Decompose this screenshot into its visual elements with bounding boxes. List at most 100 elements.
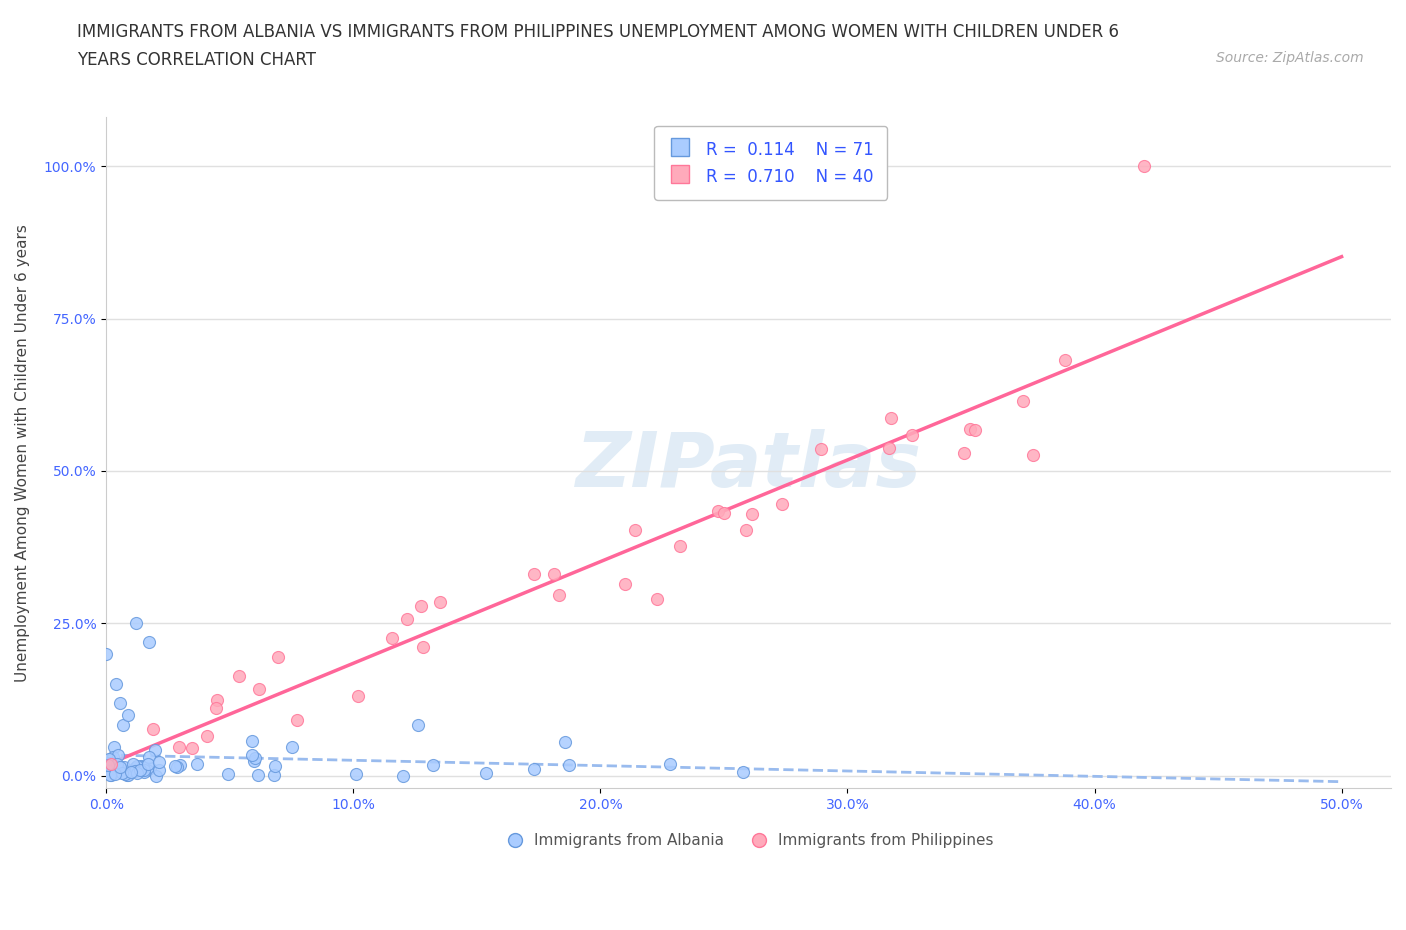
Point [138,750,160,764]
Point [104,767,127,782]
Text: IMMIGRANTS FROM ALBANIA VS IMMIGRANTS FROM PHILIPPINES UNEMPLOYMENT AMONG WOMEN : IMMIGRANTS FROM ALBANIA VS IMMIGRANTS FR… [77,23,1119,41]
Point [186,756,208,771]
Point [247,681,270,696]
Point [668,539,690,554]
Point [111,765,134,780]
Point [117,764,139,778]
Point [953,445,976,460]
Point [959,421,981,436]
Point [246,768,269,783]
Point [134,764,156,779]
Point [713,506,735,521]
Y-axis label: Unemployment Among Women with Children Under 6 years: Unemployment Among Women with Children U… [15,224,30,682]
Point [266,650,288,665]
Point [100,756,122,771]
Point [105,677,128,692]
Point [132,763,155,777]
Point [522,762,544,777]
Point [124,764,146,778]
Point [412,639,434,654]
Point [810,442,832,457]
Point [98,768,121,783]
Point [124,764,146,778]
Point [347,689,370,704]
Point [128,763,150,777]
Point [217,767,239,782]
Point [658,757,681,772]
Point [205,693,228,708]
Point [624,523,647,538]
Point [98,751,121,766]
Point [645,591,668,606]
Point [136,756,159,771]
Point [117,767,139,782]
Point [396,611,419,626]
Point [392,768,415,783]
Point [180,740,202,755]
Point [707,503,730,518]
Point [96,764,118,778]
Point [963,423,986,438]
Point [741,507,763,522]
Point [523,567,546,582]
Point [242,748,264,763]
Point [1012,394,1035,409]
Point [731,765,754,780]
Text: YEARS CORRELATION CHART: YEARS CORRELATION CHART [77,51,316,69]
Point [100,767,122,782]
Point [143,743,166,758]
Point [205,700,228,715]
Point [547,588,569,603]
Point [112,759,135,774]
Text: ZIPatlas: ZIPatlas [575,429,921,503]
Point [114,766,136,781]
Point [124,761,146,776]
Point [117,708,139,723]
Point [475,765,498,780]
Point [115,768,138,783]
Point [901,428,924,443]
Point [110,760,132,775]
Point [129,763,152,777]
Point [129,759,152,774]
Point [108,696,131,711]
Point [1022,447,1045,462]
Point [381,631,404,645]
Point [344,766,367,781]
Point [406,717,429,732]
Point [240,734,263,749]
Point [148,763,170,777]
Point [105,757,128,772]
Point [243,753,266,768]
Point [100,761,122,776]
Point [96,646,118,661]
Point [429,594,451,609]
Point [880,410,903,425]
Point [195,728,218,743]
Point [877,441,900,456]
Point [97,757,120,772]
Point [145,768,167,783]
Point [558,758,581,773]
Point [228,669,250,684]
Point [127,759,149,774]
Point [98,756,121,771]
Point [132,760,155,775]
Point [1133,159,1156,174]
Point [169,757,191,772]
Point [118,764,141,778]
Point [1053,353,1076,368]
Point [166,760,188,775]
Point [543,566,565,581]
Point [138,634,160,649]
Point [163,759,186,774]
Point [107,748,129,763]
Point [411,599,433,614]
Point [243,751,266,765]
Point [770,497,793,512]
Point [139,761,162,776]
Point [735,523,758,538]
Point [554,734,576,749]
Point [125,765,148,780]
Point [167,740,190,755]
